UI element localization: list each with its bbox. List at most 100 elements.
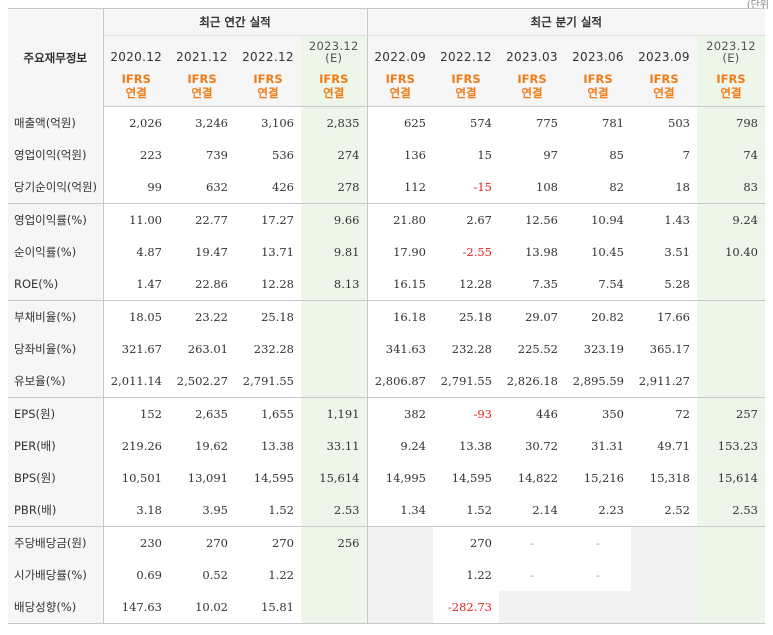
table-cell: 19.62 — [195, 439, 228, 453]
basis-consolidated: 연결 — [720, 86, 742, 100]
table-cell: 153.23 — [697, 430, 765, 462]
table-cell — [366, 526, 433, 559]
table-row: 당기순이익(억원) 99 632 426 278 112 -15 108 82 18 83 — [8, 171, 765, 204]
table-cell — [301, 365, 367, 398]
table-cell: 18 — [675, 180, 690, 194]
row-title-header: 주요재무정보 — [8, 8, 104, 107]
table-cell: 2,895.59 — [572, 374, 624, 388]
table-cell: 270 — [235, 526, 301, 559]
table-cell — [631, 559, 697, 591]
table-cell: 225.52 — [517, 342, 558, 356]
table-cell: -282.73 — [433, 591, 499, 624]
table-cell: 350 — [565, 397, 631, 430]
table-cell: 10,501 — [121, 471, 162, 485]
table-cell: 15 — [477, 148, 492, 162]
table-cell: 0.69 — [136, 568, 162, 582]
table-cell: 16.15 — [366, 268, 433, 301]
period-label: 2023.09 — [638, 50, 690, 64]
table-cell: 18.05 — [103, 300, 169, 333]
table-cell: 14,995 — [366, 462, 433, 494]
table-cell: 25.18 — [433, 300, 499, 333]
table-row: 시가배당률(%) 0.69 0.52 1.22 1.22 - - — [8, 559, 765, 591]
table-cell: 9.24 — [697, 203, 765, 236]
basis-header: IFRS 연결 — [103, 66, 169, 107]
estimate-mark: (E) — [325, 51, 343, 65]
table-cell: 17.27 — [235, 203, 301, 236]
period-header: 2022.09 — [366, 35, 433, 66]
table-cell: 2,026 — [129, 116, 162, 130]
table-cell: 15,318 — [649, 471, 690, 485]
table-cell: 29.07 — [499, 300, 565, 333]
basis-header: IFRS 연결 — [565, 66, 631, 107]
basis-ifrs: IFRS — [649, 72, 679, 86]
basis-header: IFRS 연결 — [499, 66, 565, 107]
table-cell: 15.81 — [235, 591, 301, 624]
table-cell: 10.45 — [591, 245, 624, 259]
table-cell — [301, 559, 367, 591]
table-cell: 2,635 — [169, 397, 235, 430]
table-cell: 323.19 — [583, 342, 624, 356]
table-cell: 536 — [272, 148, 294, 162]
row-label: 시가배당률(%) — [8, 559, 104, 591]
table-cell: 257 — [697, 397, 765, 430]
table-cell: 14,595 — [253, 471, 294, 485]
table-row: ROE(%) 1.47 22.86 12.28 8.13 16.15 12.28 7.35 7.… — [8, 268, 765, 301]
table-cell: 12.56 — [499, 203, 565, 236]
table-cell: 21.80 — [366, 203, 433, 236]
table-cell: 12.28 — [459, 277, 492, 291]
table-cell: 2,835 — [301, 106, 367, 139]
row-label: 영업이익률(%) — [8, 203, 104, 236]
table-cell: 85 — [609, 148, 624, 162]
table-cell: 426 — [272, 180, 294, 194]
table-cell: 446 — [499, 397, 565, 430]
period-label: 2022.12 — [242, 50, 294, 64]
table-cell: 16.18 — [366, 300, 433, 333]
table-cell: - — [596, 568, 600, 582]
table-cell: 274 — [301, 139, 367, 171]
period-label: 2021.12 — [176, 50, 228, 64]
table-cell: 574 — [470, 116, 492, 130]
table-row: PER(배) 219.26 19.62 13.38 33.11 9.24 13.38 30.7… — [8, 430, 765, 462]
table-cell — [366, 591, 433, 624]
basis-header: IFRS 연결 — [169, 66, 235, 107]
table-cell: 270 — [169, 526, 235, 559]
period-header: 2023.12 (E) — [697, 35, 765, 66]
table-cell: 365.17 — [649, 342, 690, 356]
table-cell: 2,791.55 — [440, 374, 492, 388]
table-cell: 136 — [366, 139, 433, 171]
row-label: 부채비율(%) — [8, 300, 104, 333]
table-cell: 2,911.27 — [638, 374, 690, 388]
period-header: 2023.06 — [565, 35, 631, 66]
table-row: 영업이익률(%) 11.00 22.77 17.27 9.66 21.80 2.67 12.5… — [8, 203, 765, 236]
basis-consolidated: 연결 — [389, 86, 411, 100]
table-cell: 1.34 — [366, 494, 433, 527]
table-cell: 278 — [301, 171, 367, 204]
table-cell: 2,791.55 — [242, 374, 294, 388]
table-cell: 4.87 — [136, 245, 162, 259]
table-cell: 8.13 — [301, 268, 367, 301]
period-label: 2023.12 — [706, 39, 756, 53]
table-cell: 341.63 — [366, 333, 433, 365]
table-cell: 2.53 — [301, 494, 367, 527]
table-row: BPS(원) 10,501 13,091 14,595 15,614 14,995 14,5… — [8, 462, 765, 494]
period-label: 2023.06 — [572, 50, 624, 64]
table-cell: -2.55 — [462, 245, 493, 259]
table-cell: 3.51 — [664, 245, 690, 259]
table-cell: 31.31 — [591, 439, 624, 453]
table-cell: 798 — [697, 106, 765, 139]
table-cell: 1.22 — [268, 568, 294, 582]
row-label: 매출액(억원) — [8, 106, 104, 139]
row-label: 유보율(%) — [8, 365, 104, 398]
table-cell — [499, 591, 565, 624]
basis-header: IFRS 연결 — [631, 66, 697, 107]
table-cell: 2.14 — [532, 503, 558, 517]
table-cell: 83 — [697, 171, 765, 204]
table-cell: - — [530, 568, 534, 582]
basis-consolidated: 연결 — [257, 86, 279, 100]
table-cell: 223 — [140, 148, 162, 162]
table-cell: 72 — [631, 397, 697, 430]
table-cell: 108 — [536, 180, 558, 194]
table-cell: 97 — [543, 148, 558, 162]
table-cell: 112 — [366, 171, 433, 204]
table-cell: 99 — [147, 180, 162, 194]
